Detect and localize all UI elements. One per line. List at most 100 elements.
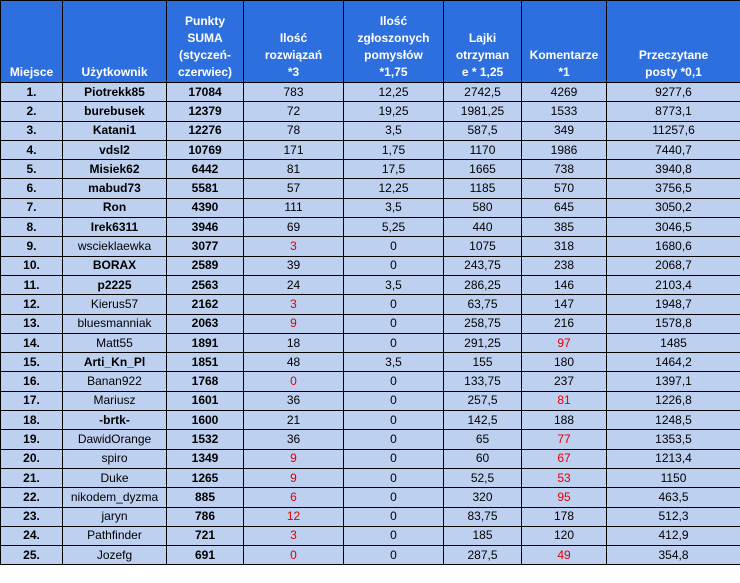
cell-rank: 3. [0, 120, 63, 141]
cell-likes: 257,5 [443, 390, 522, 412]
cell-rank: 16. [0, 371, 63, 392]
cell-posts: 1680,6 [606, 236, 740, 257]
cell-comments: 147 [521, 294, 607, 315]
header-user-label: Użytkownik [81, 65, 148, 79]
cell-user: Arti_Kn_Pl [62, 352, 167, 373]
cell-ideas: 0 [343, 294, 444, 315]
cell-user: Irek6311 [62, 217, 167, 238]
cell-likes: 258,75 [443, 313, 522, 334]
cell-user: p2225 [62, 274, 167, 296]
cell-user: jaryn [62, 506, 167, 527]
cell-posts: 2103,4 [606, 274, 740, 296]
cell-posts: 3756,5 [606, 178, 740, 199]
header-user: Użytkownik [62, 0, 167, 83]
cell-comments: 77 [521, 429, 607, 450]
header-rank-label: Miejsce [9, 65, 54, 79]
header-comments-line-2: *1 [558, 65, 570, 79]
cell-likes: 580 [443, 197, 522, 219]
cell-rank: 8. [0, 217, 63, 238]
cell-posts: 2068,7 [606, 255, 740, 276]
cell-ideas: 3,5 [343, 197, 444, 219]
table-row: 13. bluesmanniak 2063 9 0 258,75 216 1578,8 [0, 313, 740, 334]
table-row: 24. Pathfinder 721 3 0 185 120 412,9 [0, 525, 740, 547]
cell-rank: 22. [0, 487, 63, 508]
cell-posts: 9277,6 [606, 81, 740, 103]
cell-comments: 4269 [521, 81, 607, 103]
cell-comments: 188 [521, 410, 607, 431]
cell-likes: 291,25 [443, 332, 522, 354]
cell-ideas: 3,5 [343, 120, 444, 141]
cell-solved: 783 [243, 81, 344, 103]
cell-likes: 1170 [443, 139, 522, 161]
cell-ideas: 0 [343, 487, 444, 508]
cell-comments: 95 [521, 487, 607, 508]
cell-posts: 1948,7 [606, 294, 740, 315]
cell-posts: 8773,1 [606, 101, 740, 122]
table-row: 12. Kierus57 2162 3 0 63,75 147 1948,7 [0, 294, 740, 315]
cell-comments: 120 [521, 525, 607, 547]
cell-solved: 36 [243, 429, 344, 450]
cell-sum: 1349 [166, 448, 244, 469]
table-row: 10. BORAX 2589 39 0 243,75 238 2068,7 [0, 255, 740, 276]
table-row: 20. spiro 1349 9 0 60 67 1213,4 [0, 448, 740, 469]
cell-rank: 6. [0, 178, 63, 199]
cell-ideas: 17,5 [343, 159, 444, 180]
cell-sum: 1768 [166, 371, 244, 392]
table-row: 3. Katani1 12276 78 3,5 587,5 349 11257,6 [0, 120, 740, 141]
cell-comments: 237 [521, 371, 607, 392]
cell-user: Duke [62, 467, 167, 489]
cell-user: Banan922 [62, 371, 167, 392]
table-row: 14. Matt55 1891 18 0 291,25 97 1485 [0, 332, 740, 354]
cell-likes: 52,5 [443, 467, 522, 489]
cell-sum: 3077 [166, 236, 244, 257]
cell-comments: 49 [521, 545, 607, 566]
cell-sum: 2063 [166, 313, 244, 334]
ranking-table: Miejsce Użytkownik Punkty SUMA (styczeń-… [0, 0, 740, 566]
cell-sum: 2162 [166, 294, 244, 315]
cell-comments: 81 [521, 390, 607, 412]
table-row: 22. nikodem_dyzma 885 6 0 320 95 463,5 [0, 487, 740, 508]
cell-likes: 2742,5 [443, 81, 522, 103]
cell-rank: 17. [0, 390, 63, 412]
header-ideas-line-2: zgłoszonych [357, 31, 430, 45]
cell-user: nikodem_dyzma [62, 487, 167, 508]
cell-comments: 146 [521, 274, 607, 296]
header-posts-line-2: posty *0,1 [645, 65, 702, 79]
cell-comments: 738 [521, 159, 607, 180]
header-likes-line-1: Lajki [468, 31, 497, 45]
cell-posts: 412,9 [606, 525, 740, 547]
cell-comments: 570 [521, 178, 607, 199]
cell-solved: 57 [243, 178, 344, 199]
table-row: 18. -brtk- 1600 21 0 142,5 188 1248,5 [0, 410, 740, 431]
cell-posts: 3046,5 [606, 217, 740, 238]
cell-rank: 9. [0, 236, 63, 257]
cell-solved: 171 [243, 139, 344, 161]
cell-ideas: 0 [343, 390, 444, 412]
header-comments: Komentarze *1 [521, 0, 607, 83]
cell-posts: 512,3 [606, 506, 740, 527]
cell-posts: 1485 [606, 332, 740, 354]
cell-ideas: 3,5 [343, 352, 444, 373]
cell-sum: 4390 [166, 197, 244, 219]
cell-ideas: 5,25 [343, 217, 444, 238]
cell-posts: 1213,4 [606, 448, 740, 469]
cell-solved: 3 [243, 236, 344, 257]
table-row: 9. wscieklaewka 3077 3 0 1075 318 1680,6 [0, 236, 740, 257]
cell-sum: 1600 [166, 410, 244, 431]
header-rank: Miejsce [0, 0, 63, 83]
table-row: 8. Irek6311 3946 69 5,25 440 385 3046,5 [0, 217, 740, 238]
table-row: 25. Jozefg 691 0 0 287,5 49 354,8 [0, 545, 740, 566]
cell-ideas: 12,25 [343, 81, 444, 103]
cell-sum: 3946 [166, 217, 244, 238]
cell-solved: 0 [243, 545, 344, 566]
cell-ideas: 0 [343, 313, 444, 334]
cell-comments: 216 [521, 313, 607, 334]
table-row: 5. Misiek62 6442 81 17,5 1665 738 3940,8 [0, 159, 740, 180]
cell-likes: 1981,25 [443, 101, 522, 122]
cell-likes: 320 [443, 487, 522, 508]
cell-sum: 2563 [166, 274, 244, 296]
header-likes-line-3: e * 1,25 [461, 65, 504, 79]
cell-sum: 786 [166, 506, 244, 527]
header-solved-line-2: rozwiązań [264, 48, 323, 62]
cell-likes: 60 [443, 448, 522, 469]
